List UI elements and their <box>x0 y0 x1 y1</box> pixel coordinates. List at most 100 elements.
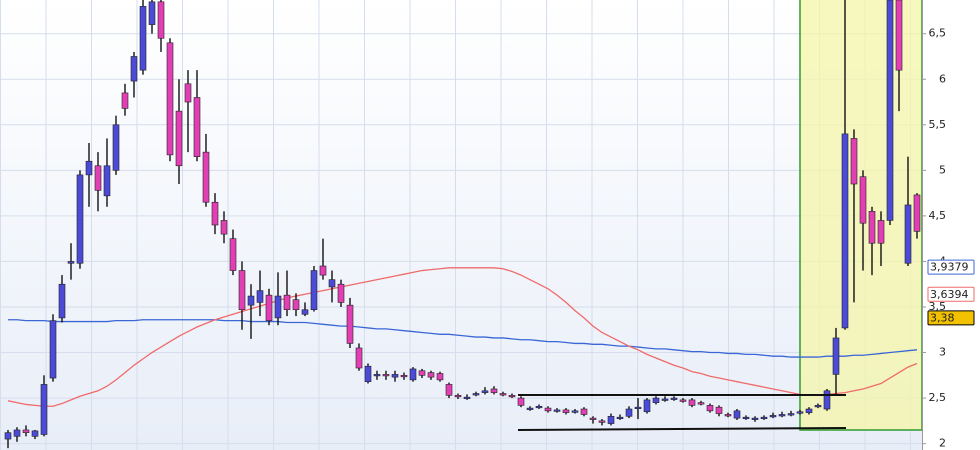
candle-body <box>247 295 255 306</box>
candle-body <box>697 402 705 405</box>
candle-body <box>202 151 210 203</box>
candle-body <box>535 405 543 409</box>
candle-body <box>661 398 669 401</box>
y-tick-label: 4,5 <box>929 209 947 222</box>
candle-body <box>283 294 291 311</box>
candle-body <box>391 374 399 378</box>
price-label-box <box>927 286 975 302</box>
candle-body <box>58 283 66 319</box>
candle-body <box>526 407 534 410</box>
candle-body <box>40 384 48 435</box>
candle-body <box>301 309 309 315</box>
candle-body <box>742 416 750 420</box>
candle-body <box>895 0 903 71</box>
candle-body <box>427 372 435 378</box>
candle-body <box>589 417 597 420</box>
candle-body <box>517 397 525 406</box>
candle-body <box>67 261 75 264</box>
candle-body <box>679 399 687 402</box>
y-tick-label: 6 <box>939 72 946 85</box>
moving-average <box>8 319 918 358</box>
candle-body <box>886 0 894 221</box>
candle-body <box>733 410 741 419</box>
candle-body <box>562 409 570 413</box>
candle-body <box>607 415 615 424</box>
candle-body <box>256 290 264 303</box>
candle-body <box>436 373 444 381</box>
candle-body <box>364 365 372 382</box>
axis-background <box>922 0 980 450</box>
candle-body <box>751 417 759 420</box>
candle-body <box>220 220 228 235</box>
candle-body <box>769 415 777 418</box>
candle-body <box>625 408 633 417</box>
candle-body <box>94 165 102 191</box>
candle-body <box>643 399 651 413</box>
candle-body <box>670 397 678 400</box>
candle-body <box>355 347 363 369</box>
y-tick-label: 6,5 <box>929 27 947 40</box>
candle-body <box>373 374 381 377</box>
candle-body <box>4 432 12 440</box>
y-tick-label: 5,5 <box>929 118 947 131</box>
candle-body <box>157 1 165 39</box>
candle-body <box>652 397 660 403</box>
candle-body <box>760 416 768 420</box>
candle-body <box>580 408 588 415</box>
candle-body <box>481 390 489 393</box>
candle-body <box>715 406 723 414</box>
candle-body <box>544 407 552 412</box>
candle-body <box>112 124 120 171</box>
candle-body <box>121 92 129 109</box>
candle-body <box>841 133 849 329</box>
candle-body <box>337 283 345 303</box>
support-line <box>517 427 847 431</box>
candle-body <box>805 408 813 413</box>
candle-body <box>706 405 714 412</box>
moving-average <box>7 267 918 407</box>
candle-body <box>346 304 354 344</box>
candle-body <box>310 270 318 311</box>
candle-body <box>616 416 624 420</box>
candle-body <box>850 138 858 185</box>
price-label: 3,9379 <box>930 261 969 274</box>
candle-body <box>778 414 786 417</box>
y-tick-label: 3,5 <box>929 300 947 313</box>
candle-body <box>634 406 642 409</box>
candle-body <box>31 430 39 437</box>
candle-body <box>238 270 246 311</box>
candle-body <box>166 42 174 156</box>
y-tick-label: 2,5 <box>929 391 947 404</box>
price-label: 3,38 <box>930 311 955 324</box>
candle-body <box>76 174 84 264</box>
candle-body <box>913 194 921 232</box>
candle-body <box>787 413 795 416</box>
y-tick-label: 3 <box>939 346 946 359</box>
candle-body <box>571 410 579 413</box>
candle-body <box>130 56 138 82</box>
candle-body <box>823 390 831 410</box>
candle-body <box>418 370 426 376</box>
candle-body <box>49 320 57 379</box>
candle-body <box>292 299 300 311</box>
candle-body <box>868 211 876 244</box>
candle-body <box>724 414 732 417</box>
candle-body <box>463 396 471 399</box>
y-tick-label: 5 <box>939 163 946 176</box>
price-label: 3,6394 <box>930 288 969 301</box>
candle-body <box>265 294 273 321</box>
candle-body <box>13 429 21 437</box>
candle-body <box>598 420 606 423</box>
candle-body <box>400 375 408 378</box>
candle-body <box>553 409 561 412</box>
candle-body <box>445 384 453 396</box>
candle-body <box>139 6 147 71</box>
price-label-box <box>927 310 975 326</box>
candle-body <box>211 201 219 226</box>
y-tick-label: 2 <box>939 437 946 450</box>
candle-body <box>859 176 867 224</box>
candle-body <box>796 411 804 414</box>
candle-body <box>499 393 507 396</box>
candle-body <box>184 83 192 103</box>
